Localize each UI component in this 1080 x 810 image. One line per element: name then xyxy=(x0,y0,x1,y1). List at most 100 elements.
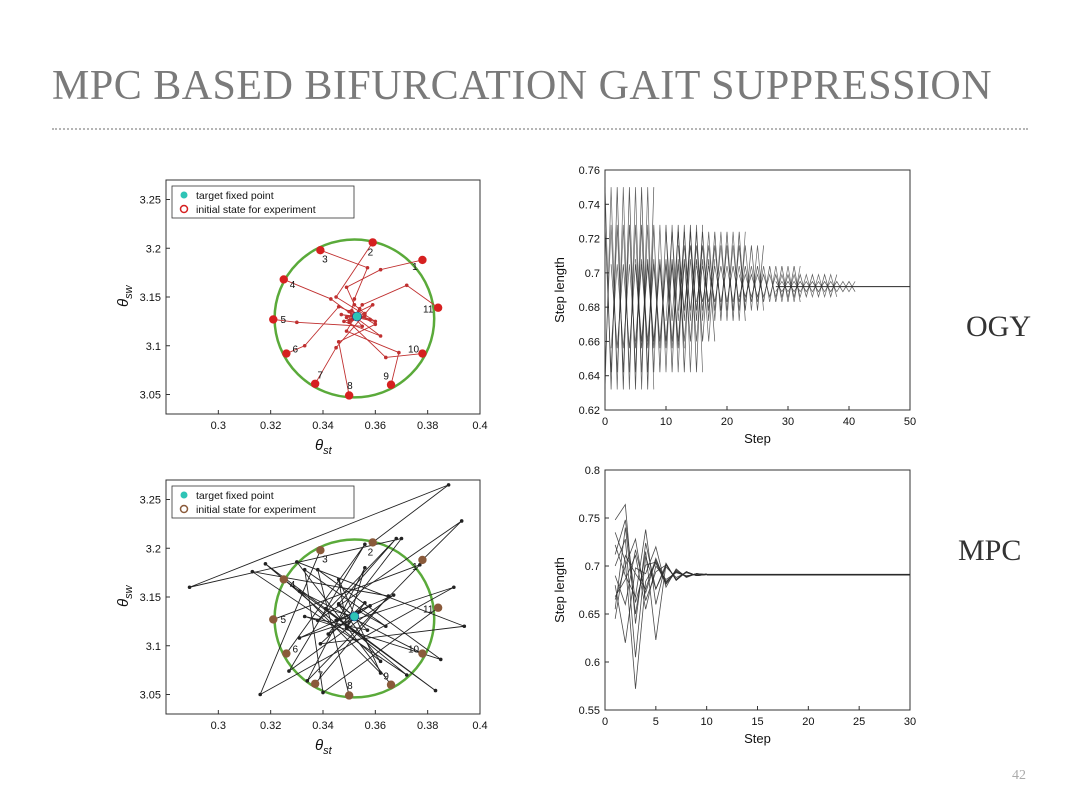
x-tick-label: 0 xyxy=(602,416,608,428)
y-tick-label: 3.2 xyxy=(146,543,161,555)
oscillation-series xyxy=(610,264,685,349)
trajectory-point xyxy=(323,606,328,611)
trajectory-point xyxy=(297,589,302,593)
x-tick-label: 0.4 xyxy=(472,720,487,732)
oscillation-series xyxy=(604,187,655,390)
initial-state-point xyxy=(316,546,325,555)
trajectory-point xyxy=(363,565,367,570)
trajectory-point xyxy=(347,320,351,325)
initial-state-label: 9 xyxy=(383,371,389,382)
y-tick-label: 0.55 xyxy=(579,705,600,717)
trajectory-point xyxy=(363,542,367,547)
trajectory-point xyxy=(357,609,362,614)
initial-state-point xyxy=(368,538,377,547)
trajectory-point xyxy=(438,657,443,662)
y-axis-label: θsw xyxy=(115,284,135,307)
x-tick-label: 20 xyxy=(721,416,733,428)
trajectory-point xyxy=(433,688,438,693)
legend-initial-marker xyxy=(179,204,189,214)
legend-target-label: target fixed point xyxy=(196,190,274,202)
trajectory-point xyxy=(334,345,338,350)
y-tick-label: 3.25 xyxy=(140,195,161,207)
initial-state-point xyxy=(282,649,291,658)
x-axis-label: Step xyxy=(744,731,771,746)
trajectory-point xyxy=(404,283,409,288)
trajectory-point xyxy=(336,603,341,607)
y-tick-label: 3.05 xyxy=(140,390,161,402)
y-tick-label: 0.62 xyxy=(579,405,600,417)
trajectory-point xyxy=(326,632,331,636)
y-tick-label: 0.75 xyxy=(579,513,600,525)
initial-state-point xyxy=(433,603,443,612)
trajectory-point xyxy=(287,669,291,673)
y-tick-label: 3.25 xyxy=(140,495,161,507)
trajectory-point xyxy=(305,679,310,683)
ogy-step-length-chart: 0 10 20 30 40 50 0.62 0.64 0.66 0.68 0.7 0.72 0.74 0.… xyxy=(552,165,916,446)
trajectory-point xyxy=(446,483,451,487)
oscillation-series xyxy=(604,224,703,373)
y-tick-label: 0.76 xyxy=(579,165,600,177)
trajectory-line xyxy=(317,520,463,621)
trajectory-point xyxy=(397,350,401,355)
trajectory-point xyxy=(302,614,307,619)
initial-state-point xyxy=(269,315,278,324)
trajectory-point xyxy=(404,673,409,677)
initial-state-point xyxy=(386,380,396,389)
initial-state-label: 1 xyxy=(412,562,418,573)
trajectory-point xyxy=(334,618,338,623)
trajectory-point xyxy=(321,690,325,695)
x-axis-label: Step xyxy=(744,431,771,446)
initial-state-label: 7 xyxy=(318,371,324,382)
initial-state-point xyxy=(282,349,291,358)
trajectory-point xyxy=(452,585,456,590)
initial-state-label: 3 xyxy=(322,255,328,266)
trajectory-point xyxy=(344,285,349,290)
x-axis-label: θst xyxy=(315,437,333,457)
legend-initial-label: initial state for experiment xyxy=(196,504,316,516)
initial-state-label: 5 xyxy=(281,615,287,626)
x-tick-label: 0.32 xyxy=(260,420,281,432)
x-tick-label: 0.34 xyxy=(312,420,333,432)
initial-state-point xyxy=(344,691,354,700)
x-tick-label: 0.3 xyxy=(211,720,226,732)
y-axis-label: θsw xyxy=(115,584,135,607)
trajectory-point xyxy=(295,320,299,325)
trajectory-point xyxy=(459,519,464,523)
trajectory-line xyxy=(252,571,408,685)
y-tick-label: 0.8 xyxy=(585,465,600,477)
y-tick-label: 3.1 xyxy=(146,641,161,653)
legend-target-marker xyxy=(180,491,188,499)
initial-state-point xyxy=(386,680,396,689)
oscillation-series xyxy=(696,265,801,303)
trajectory-point xyxy=(342,319,346,324)
trajectory-point xyxy=(378,334,383,338)
page-number: 42 xyxy=(1012,768,1026,783)
y-tick-label: 0.7 xyxy=(585,268,600,280)
oscillation-series xyxy=(610,264,685,349)
initial-state-point xyxy=(269,615,278,624)
x-tick-label: 5 xyxy=(653,716,659,728)
initial-state-point xyxy=(310,379,320,388)
x-tick-label: 0.34 xyxy=(312,720,333,732)
initial-state-point xyxy=(316,246,325,255)
trajectory-point xyxy=(399,536,404,541)
trajectory-point xyxy=(329,297,333,301)
initial-state-label: 10 xyxy=(408,344,420,355)
y-tick-label: 0.6 xyxy=(585,657,600,669)
trajectory-point xyxy=(344,315,349,320)
step-length-series xyxy=(614,545,707,643)
y-tick-label: 0.7 xyxy=(585,561,600,573)
legend-box xyxy=(171,185,355,219)
initial-state-point xyxy=(418,555,427,565)
trajectory-point xyxy=(391,593,396,597)
x-tick-label: 0.38 xyxy=(417,720,438,732)
trajectory-point xyxy=(336,304,341,309)
x-tick-label: 0.36 xyxy=(365,720,386,732)
trajectory-point xyxy=(250,569,255,574)
legend-target-label: target fixed point xyxy=(196,490,274,502)
trajectory-point xyxy=(378,267,383,272)
trajectory-point xyxy=(373,319,378,324)
x-tick-label: 10 xyxy=(701,716,713,728)
y-tick-label: 0.64 xyxy=(579,371,600,383)
x-tick-label: 0.3 xyxy=(211,420,226,432)
